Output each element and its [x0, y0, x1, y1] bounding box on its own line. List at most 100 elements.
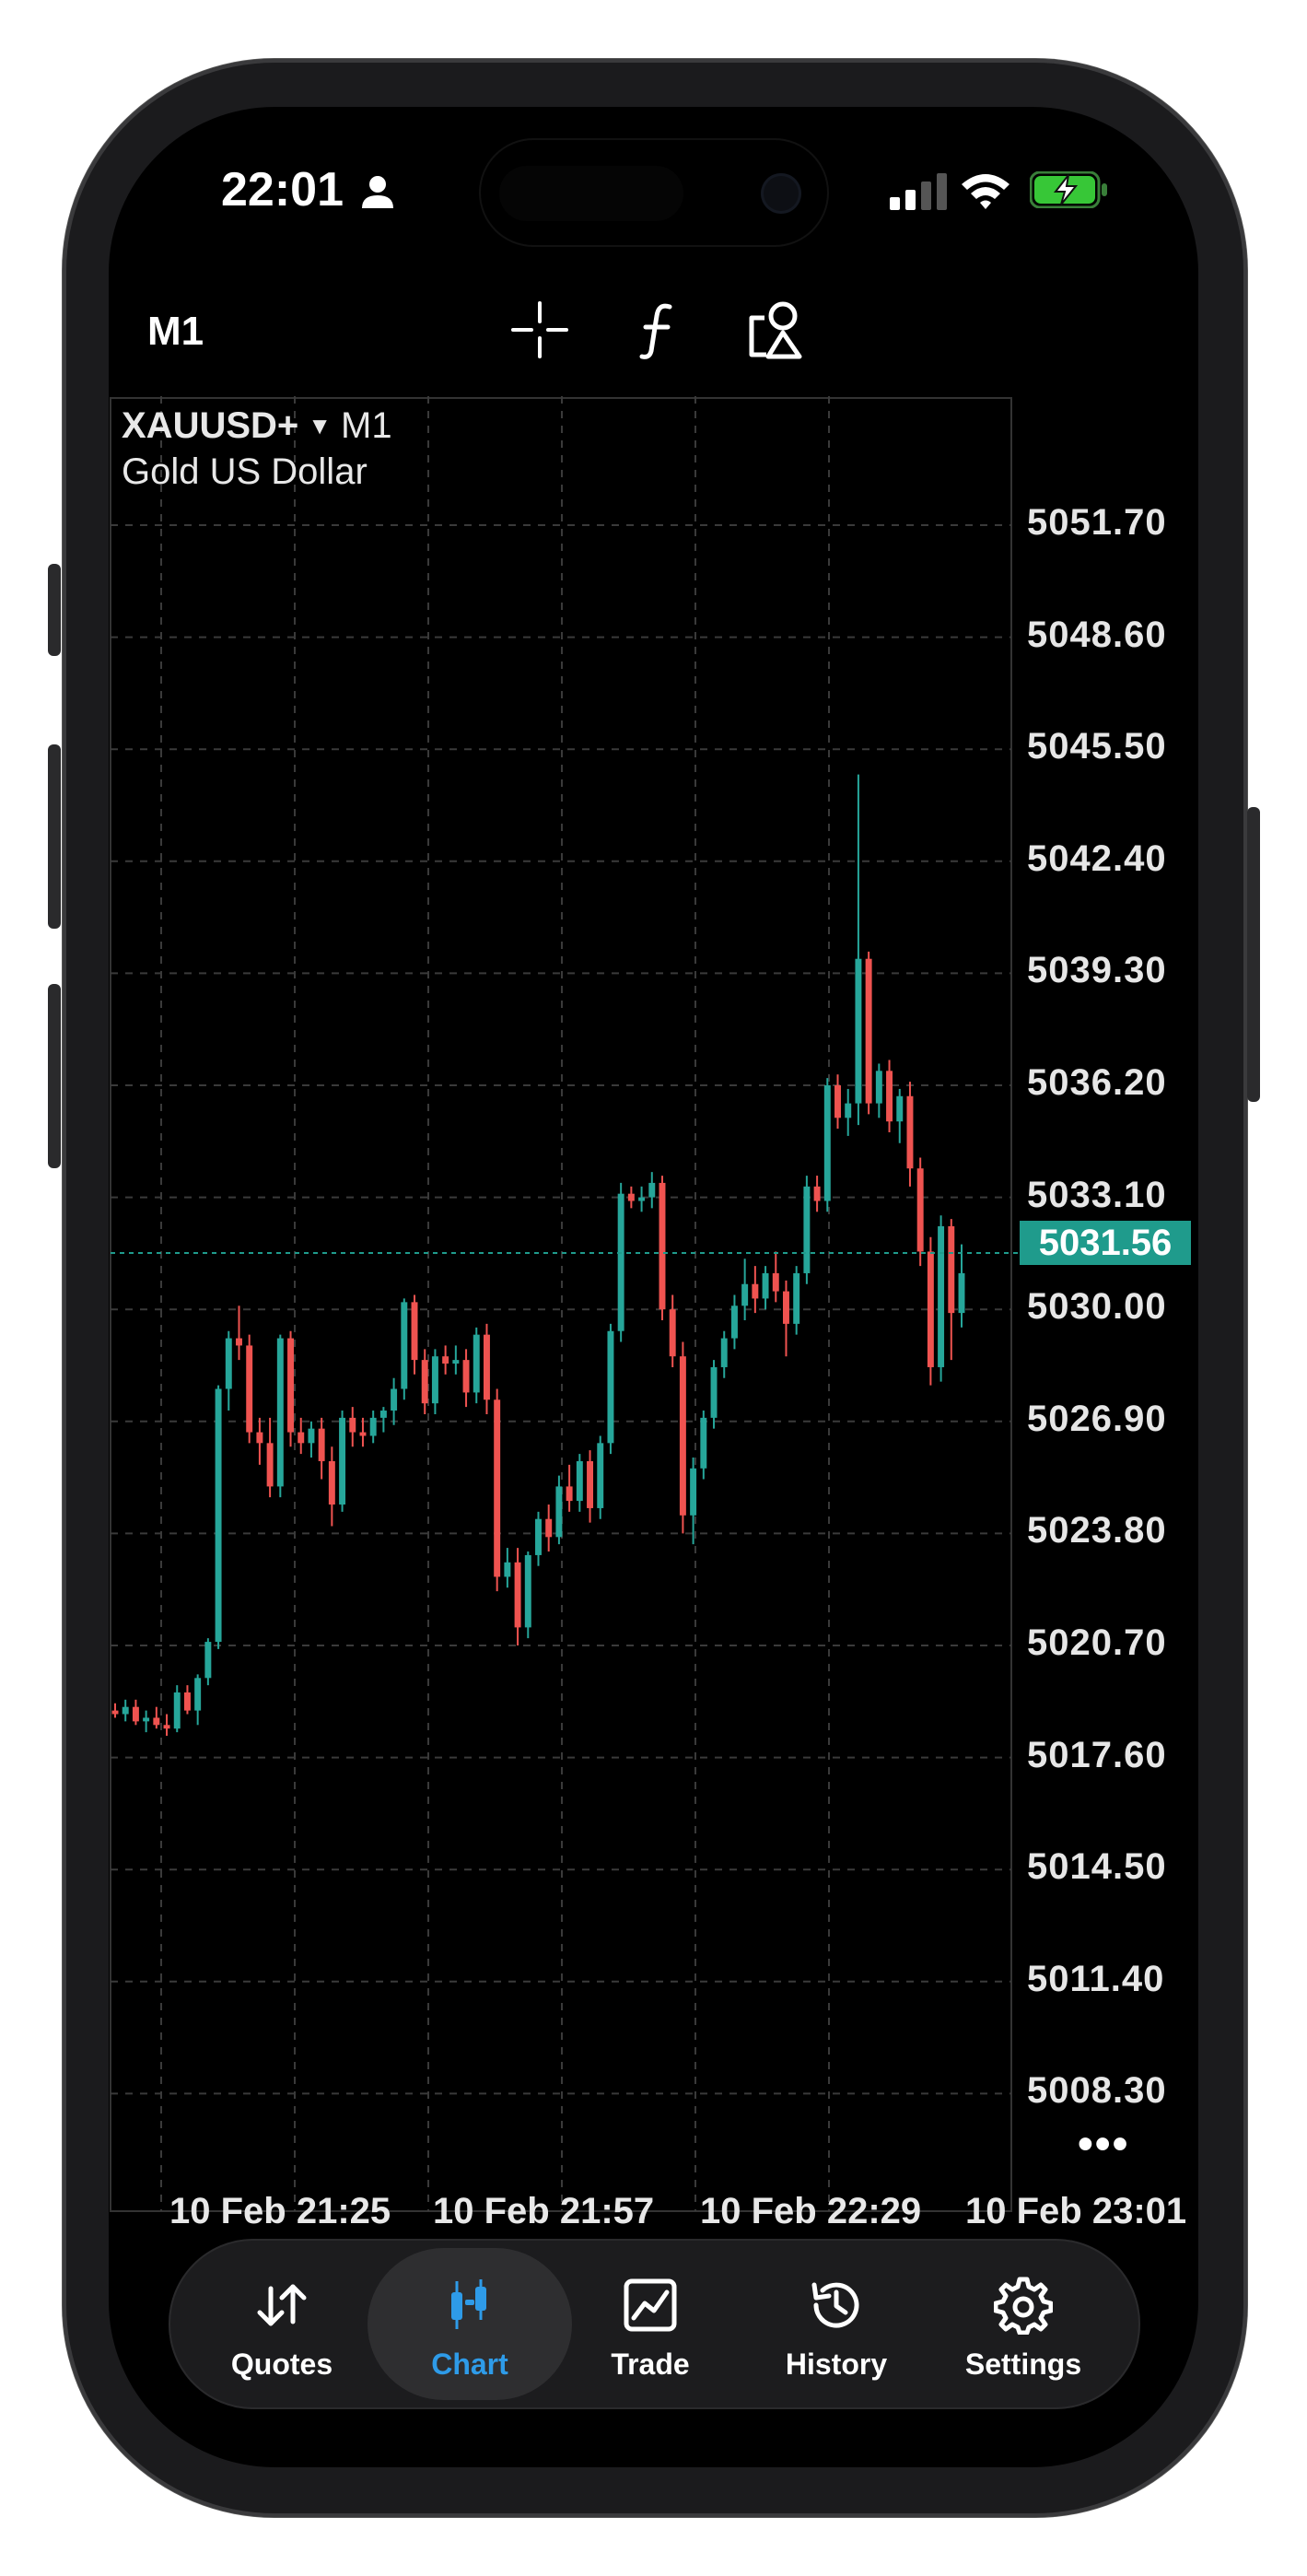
candle-body	[690, 1468, 697, 1516]
price-axis-label: 5039.30	[1027, 950, 1167, 991]
tab-chart[interactable]: Chart	[368, 2248, 572, 2400]
candle-body	[803, 1186, 811, 1273]
more-options-button[interactable]: •••	[1078, 2120, 1130, 2169]
candle-body	[462, 1360, 470, 1393]
price-axis-label: 5036.20	[1027, 1062, 1167, 1103]
candle-body	[648, 1182, 656, 1198]
candle-body	[204, 1642, 212, 1679]
candle-body	[927, 1251, 934, 1367]
candle-body	[865, 958, 872, 1104]
chart-symbol-selector[interactable]: XAUUSD+ ▼ M1	[122, 405, 392, 447]
candle-body	[308, 1428, 315, 1444]
candle-body	[597, 1443, 604, 1508]
candle-body	[215, 1388, 222, 1643]
candle-body	[173, 1692, 181, 1729]
price-axis-label: 5011.40	[1027, 1958, 1165, 1999]
candle-body	[793, 1272, 800, 1324]
tab-settings[interactable]: Settings	[931, 2239, 1115, 2409]
candle-body	[752, 1283, 759, 1299]
camera-icon	[761, 173, 801, 214]
candle-body	[514, 1562, 521, 1628]
candle-body	[287, 1338, 294, 1433]
price-axis-label: 5042.40	[1027, 837, 1167, 879]
candle-body	[545, 1518, 553, 1538]
candle-body	[958, 1272, 965, 1314]
price-axis-label: 5045.50	[1027, 726, 1167, 767]
candle-body	[401, 1302, 408, 1389]
wifi-icon	[962, 174, 1009, 209]
candle-body	[143, 1717, 150, 1722]
candle-body	[411, 1302, 418, 1361]
candle-body	[473, 1334, 480, 1393]
indicators-icon[interactable]	[629, 299, 690, 360]
tab-trade-label: Trade	[611, 2348, 690, 2381]
candle-body	[111, 1710, 119, 1715]
volume-up-button	[48, 744, 61, 929]
candle-body	[153, 1717, 160, 1726]
action-button	[48, 564, 61, 656]
crosshair-icon[interactable]	[509, 299, 570, 360]
candle-body	[741, 1283, 749, 1306]
tab-history[interactable]: History	[744, 2239, 928, 2409]
candle-body	[379, 1411, 387, 1418]
candle-body	[318, 1428, 325, 1461]
sensor-icon	[499, 166, 683, 221]
price-axis-label: 5023.80	[1027, 1510, 1167, 1551]
symbol-description: Gold US Dollar	[122, 451, 368, 492]
candle-body	[369, 1417, 377, 1436]
objects-icon[interactable]	[746, 299, 807, 360]
candle-body	[906, 1095, 914, 1169]
quotes-arrows-icon	[257, 2284, 307, 2326]
candle-body	[659, 1182, 666, 1310]
candle-body	[391, 1388, 398, 1411]
candle-body	[132, 1706, 139, 1722]
power-button	[1247, 807, 1260, 1102]
timeframe-button[interactable]: M1	[147, 309, 204, 354]
candle-body	[194, 1678, 202, 1711]
price-axis-label: 5033.10	[1027, 1174, 1167, 1215]
price-axis-label: 5048.60	[1027, 614, 1167, 655]
dynamic-island	[479, 138, 829, 247]
candle-body	[183, 1692, 191, 1711]
candle-body	[896, 1095, 904, 1122]
candle-body	[246, 1345, 253, 1433]
tab-quotes[interactable]: Quotes	[190, 2239, 374, 2409]
candle-body	[566, 1486, 573, 1502]
gear-icon	[994, 2277, 1053, 2335]
chart-frame	[110, 397, 1012, 2212]
candle-body	[236, 1338, 242, 1346]
candle-body	[679, 1356, 686, 1516]
tab-trade[interactable]: Trade	[558, 2239, 742, 2409]
candle-body	[948, 1225, 955, 1314]
candle-body	[710, 1366, 718, 1418]
chart-timeframe: M1	[341, 405, 392, 446]
candle-body	[720, 1338, 728, 1367]
candle-body	[298, 1432, 305, 1444]
candle-body	[813, 1186, 821, 1201]
status-time: 22:01	[221, 163, 344, 217]
candle-body	[276, 1338, 284, 1487]
candle-body	[266, 1443, 274, 1487]
trade-chart-icon	[624, 2278, 677, 2332]
price-chart[interactable]	[109, 396, 1198, 2239]
price-axis-label: 5014.50	[1027, 1846, 1167, 1888]
candlestick-chart[interactable]	[109, 396, 1198, 2239]
candle-body	[730, 1306, 738, 1339]
volume-down-button	[48, 984, 61, 1168]
cellular-signal-icon	[890, 173, 947, 210]
dropdown-triangle-icon: ▼	[308, 412, 332, 439]
candle-body	[762, 1272, 769, 1299]
candle-body	[524, 1554, 531, 1628]
current-price-label: 5031.56	[1020, 1221, 1191, 1265]
person-icon	[362, 176, 393, 208]
candle-body	[452, 1360, 460, 1364]
price-axis-label: 5017.60	[1027, 1734, 1167, 1775]
tab-quotes-label: Quotes	[230, 2348, 333, 2381]
candle-body	[359, 1432, 367, 1436]
candle-body	[576, 1460, 583, 1502]
time-axis-label: 10 Feb 23:01	[965, 2191, 1187, 2231]
candle-body	[855, 958, 862, 1104]
candle-body	[122, 1706, 129, 1715]
candle-body	[772, 1272, 779, 1292]
candle-body	[916, 1168, 924, 1252]
